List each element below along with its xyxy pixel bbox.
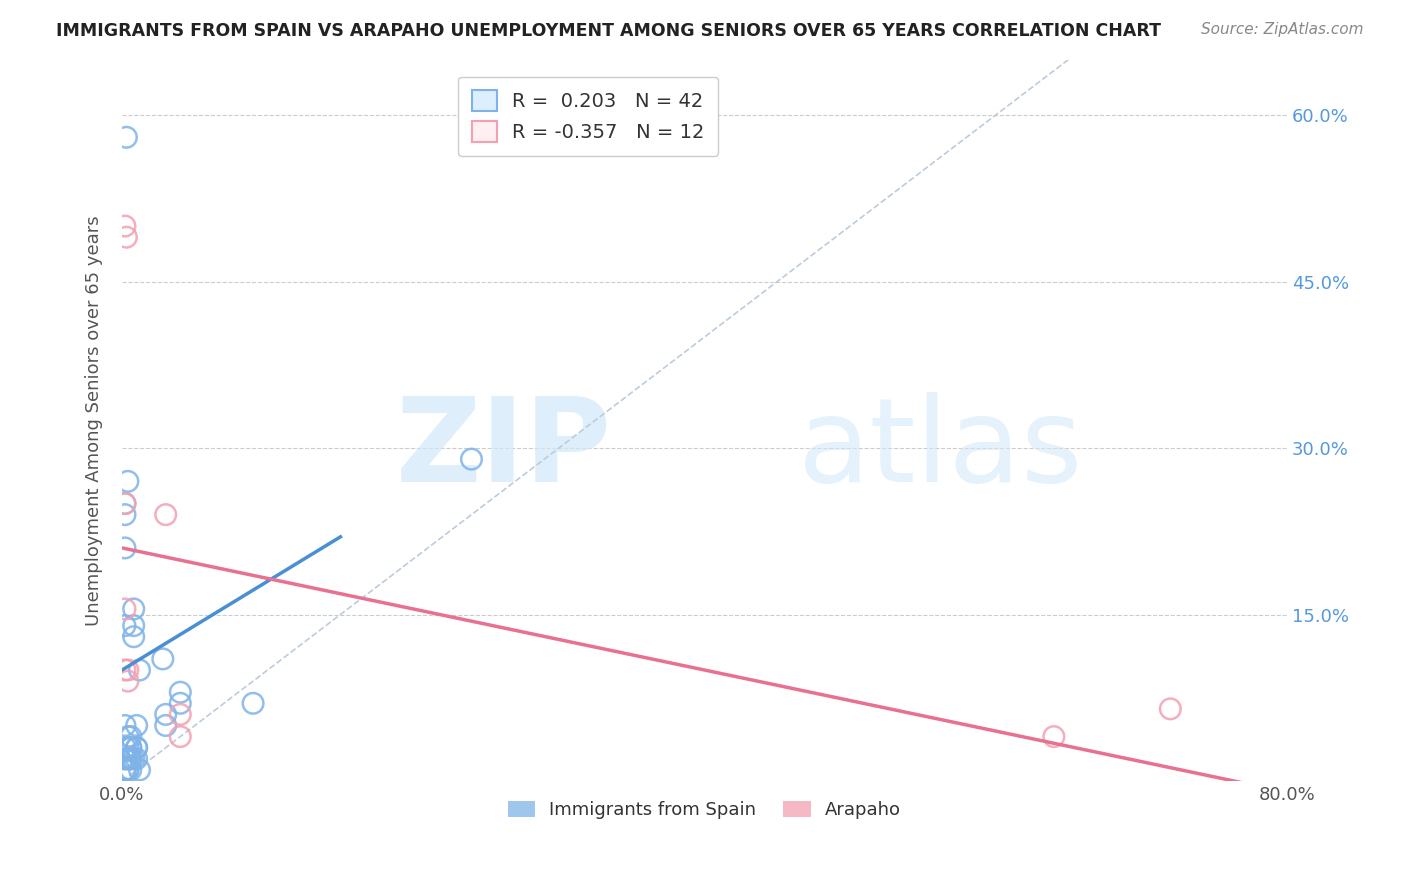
- Point: [117, 674, 139, 689]
- Point: [125, 740, 148, 755]
- Point: [122, 602, 145, 616]
- Point: [117, 763, 139, 777]
- Point: [155, 508, 177, 522]
- Point: [120, 740, 142, 755]
- Point: [117, 663, 139, 677]
- Point: [460, 452, 482, 467]
- Point: [242, 696, 264, 710]
- Point: [114, 541, 136, 555]
- Point: [169, 685, 191, 699]
- Point: [122, 752, 145, 766]
- Point: [114, 752, 136, 766]
- Point: [114, 763, 136, 777]
- Point: [114, 763, 136, 777]
- Point: [120, 763, 142, 777]
- Text: IMMIGRANTS FROM SPAIN VS ARAPAHO UNEMPLOYMENT AMONG SENIORS OVER 65 YEARS CORREL: IMMIGRANTS FROM SPAIN VS ARAPAHO UNEMPLO…: [56, 22, 1161, 40]
- Point: [117, 730, 139, 744]
- Point: [117, 475, 139, 489]
- Point: [114, 219, 136, 233]
- Point: [114, 508, 136, 522]
- Point: [114, 763, 136, 777]
- Point: [128, 763, 150, 777]
- Text: atlas: atlas: [797, 392, 1083, 507]
- Point: [114, 663, 136, 677]
- Point: [117, 752, 139, 766]
- Point: [120, 752, 142, 766]
- Point: [114, 602, 136, 616]
- Text: ZIP: ZIP: [395, 392, 612, 507]
- Point: [115, 230, 138, 244]
- Point: [114, 618, 136, 632]
- Point: [114, 740, 136, 755]
- Point: [120, 740, 142, 755]
- Point: [125, 740, 148, 755]
- Legend: Immigrants from Spain, Arapaho: Immigrants from Spain, Arapaho: [501, 793, 908, 826]
- Point: [169, 696, 191, 710]
- Point: [114, 752, 136, 766]
- Point: [120, 752, 142, 766]
- Point: [155, 707, 177, 722]
- Point: [115, 130, 138, 145]
- Point: [114, 718, 136, 732]
- Point: [114, 497, 136, 511]
- Point: [120, 730, 142, 744]
- Point: [117, 740, 139, 755]
- Point: [169, 707, 191, 722]
- Point: [152, 652, 174, 666]
- Point: [125, 718, 148, 732]
- Point: [155, 718, 177, 732]
- Point: [128, 663, 150, 677]
- Point: [117, 763, 139, 777]
- Point: [114, 497, 136, 511]
- Point: [1043, 730, 1066, 744]
- Point: [122, 618, 145, 632]
- Point: [122, 630, 145, 644]
- Point: [117, 752, 139, 766]
- Point: [169, 730, 191, 744]
- Y-axis label: Unemployment Among Seniors over 65 years: Unemployment Among Seniors over 65 years: [86, 215, 103, 625]
- Point: [1159, 702, 1181, 716]
- Point: [125, 752, 148, 766]
- Text: Source: ZipAtlas.com: Source: ZipAtlas.com: [1201, 22, 1364, 37]
